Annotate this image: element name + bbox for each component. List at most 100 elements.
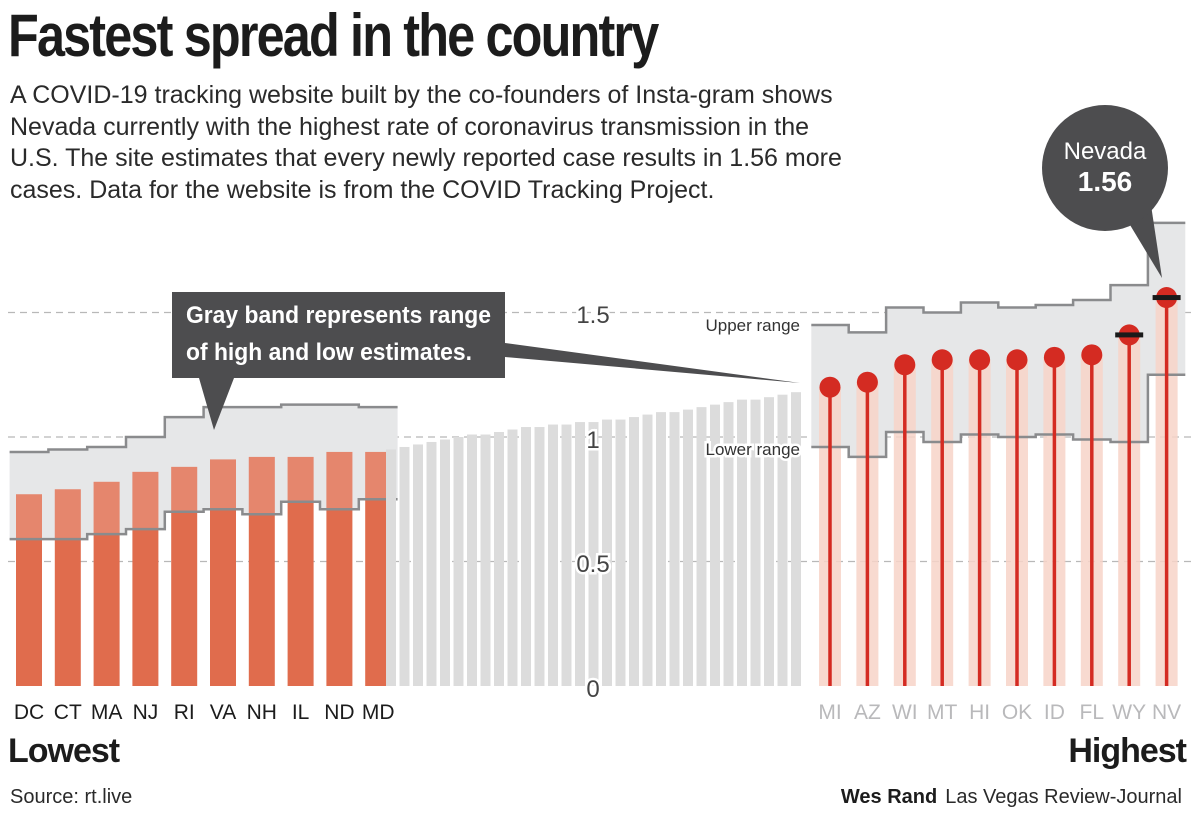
- middle-bar: [656, 412, 666, 686]
- highest-lower-line: [811, 373, 1186, 459]
- middle-bar: [696, 407, 707, 686]
- middle-bar: [494, 432, 504, 686]
- bar-band-overlay: [93, 481, 120, 535]
- middle-bar: [440, 439, 450, 686]
- lowest-upper-line: [9, 403, 398, 454]
- middle-bar: [426, 441, 437, 686]
- middle-bar: [453, 437, 464, 686]
- dot-OK: [1006, 349, 1028, 371]
- middle-bar: [480, 434, 491, 686]
- x-label-MT: MT: [927, 701, 957, 724]
- middle-bar: [588, 422, 599, 686]
- middle-bar: [602, 419, 612, 686]
- bar-band-overlay: [171, 466, 198, 512]
- bar-band-overlay: [326, 451, 353, 510]
- middle-bar: [737, 399, 747, 686]
- band-callout: Gray band represents range of high and lo…: [172, 292, 800, 430]
- nevada-callout-bubble: [1042, 105, 1168, 231]
- upper-range-label: Upper range: [705, 316, 800, 335]
- x-label-ID: ID: [1044, 701, 1065, 724]
- dot-AZ: [856, 371, 878, 393]
- band-note-line2: of high and low estimates.: [186, 339, 472, 366]
- nevada-callout-state: Nevada: [1064, 138, 1147, 165]
- x-label-WY: WY: [1112, 701, 1146, 724]
- bar-band-overlay: [287, 456, 314, 502]
- bar-band-overlay: [210, 459, 236, 510]
- intro-text: A COVID-19 tracking website built by the…: [10, 81, 842, 204]
- bar-band-overlay: [248, 456, 275, 515]
- lower-range-label: Lower range: [705, 440, 800, 459]
- marker-WY: [1115, 332, 1144, 338]
- x-label-HI: HI: [969, 701, 990, 724]
- highest-label: Highest: [1068, 732, 1187, 770]
- x-label-NJ: NJ: [133, 701, 159, 724]
- middle-bar: [629, 417, 639, 686]
- credit-outlet: Las Vegas Review-Journal: [945, 786, 1182, 808]
- x-label-FL: FL: [1080, 701, 1105, 724]
- middle-bar: [642, 414, 653, 686]
- dot-ID: [1043, 346, 1065, 368]
- chart-title: Fastest spread in the country: [8, 2, 659, 69]
- bar-MA: [93, 481, 120, 686]
- middle-bar: [683, 409, 693, 686]
- dot-FL: [1081, 344, 1103, 366]
- middle-bar: [764, 397, 774, 686]
- middle-bar: [750, 399, 761, 686]
- bar-RI: [171, 466, 198, 686]
- middle-bar: [521, 427, 531, 686]
- middle-bar: [548, 424, 558, 686]
- credit-line: Wes Rand Las Vegas Review-Journal: [841, 786, 1182, 809]
- x-label-MD: MD: [362, 701, 395, 724]
- bar-DC: [16, 494, 42, 686]
- x-label-VA: VA: [210, 701, 236, 724]
- middle-bar: [723, 402, 734, 686]
- middle-bar: [386, 449, 396, 686]
- middle-bar: [669, 412, 680, 686]
- y-tick-label: 1.5: [576, 302, 609, 329]
- middle-bar: [534, 427, 545, 686]
- dot-MT: [931, 349, 953, 371]
- y-tick-label: 0.5: [576, 551, 609, 578]
- x-label-WI: WI: [892, 701, 918, 724]
- nevada-callout-value: 1.56: [1078, 166, 1133, 197]
- bar-NJ: [132, 471, 159, 686]
- dot-MI: [819, 376, 841, 398]
- marker-NV: [1152, 295, 1181, 301]
- x-label-AZ: AZ: [854, 701, 881, 724]
- bar-IL: [287, 456, 314, 686]
- middle-bar: [710, 404, 720, 686]
- dot-HI: [969, 349, 991, 371]
- x-label-IL: IL: [292, 701, 310, 724]
- middle-bar: [507, 429, 518, 686]
- dot-WI: [894, 354, 916, 376]
- band-callout-box: [172, 292, 800, 430]
- x-label-NV: NV: [1152, 701, 1181, 724]
- bar-band-overlay: [54, 489, 81, 540]
- lowest-lower-line: [9, 498, 398, 541]
- bar-ND: [326, 451, 353, 686]
- middle-bar: [399, 446, 410, 686]
- x-label-CT: CT: [54, 701, 82, 724]
- bar-NH: [248, 456, 275, 686]
- x-label-OK: OK: [1002, 701, 1032, 724]
- bar-CT: [54, 489, 81, 686]
- middle-bar: [615, 419, 626, 686]
- middle-bar: [575, 422, 585, 686]
- x-label-DC: DC: [14, 701, 44, 724]
- x-label-MA: MA: [91, 701, 123, 724]
- x-label-MI: MI: [818, 701, 841, 724]
- x-label-ND: ND: [324, 701, 354, 724]
- middle-bar: [413, 444, 423, 686]
- credit-author: Wes Rand: [840, 786, 938, 808]
- highest-upper-line: [811, 221, 1186, 334]
- middle-bar: [467, 434, 477, 686]
- bar-VA: [210, 459, 236, 686]
- y-tick-label: 0: [586, 676, 599, 703]
- x-label-RI: RI: [174, 701, 195, 724]
- x-label-NH: NH: [247, 701, 277, 724]
- middle-bar: [791, 392, 801, 686]
- bar-band-overlay: [132, 471, 159, 530]
- middle-bar: [777, 394, 788, 686]
- source-note: Source: rt.live: [10, 786, 133, 808]
